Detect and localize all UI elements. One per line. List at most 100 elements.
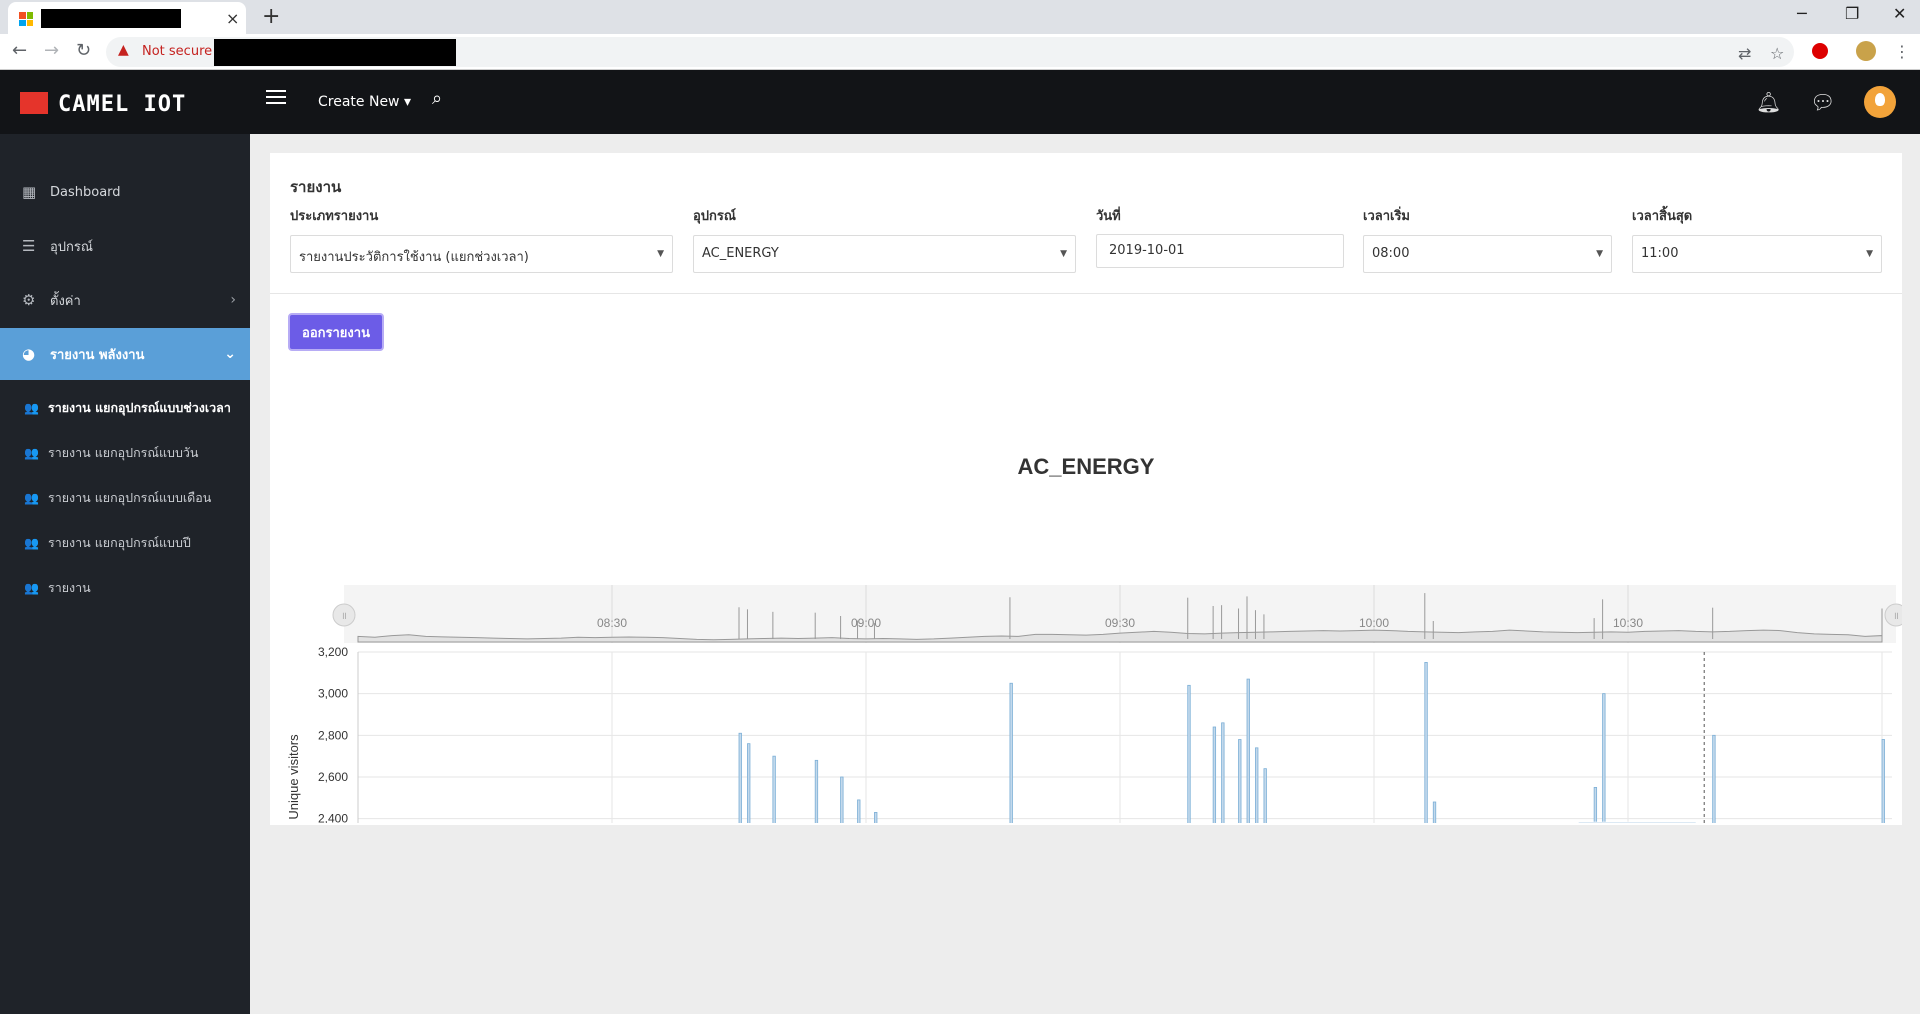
- logo-mark-icon: [20, 92, 48, 114]
- y-tick-label: 3,200: [318, 645, 348, 659]
- user-avatar[interactable]: [1864, 86, 1896, 118]
- extension-icon[interactable]: [1812, 43, 1828, 59]
- series-spike: [1238, 739, 1242, 823]
- sidebar-item-settings[interactable]: ⚙ ตั้งค่า ›: [0, 274, 250, 326]
- sidebar-item-label: อุปกรณ์: [50, 239, 93, 255]
- back-arrow-icon[interactable]: ←: [12, 40, 28, 61]
- address-bar[interactable]: ▲ Not secure ⇄ ☆: [106, 37, 1794, 67]
- navigator-tick-label: 08:30: [597, 616, 627, 630]
- series-spike: [1009, 682, 1013, 823]
- series-spike: [747, 743, 751, 823]
- series-spike: [1187, 684, 1191, 823]
- y-axis-label: Unique visitors: [286, 734, 301, 820]
- page-title: รายงาน: [290, 178, 342, 196]
- url-redacted: [214, 39, 456, 66]
- navigator-right-handle: [1884, 603, 1902, 627]
- report-type-select[interactable]: รายงานประวัติการใช้งาน (แยกช่วงเวลา) ▼: [290, 235, 673, 273]
- security-indicator[interactable]: Not secure: [142, 44, 213, 59]
- sidebar-item-devices[interactable]: ☰ อุปกรณ์: [0, 220, 250, 272]
- reload-icon[interactable]: ↻: [76, 40, 92, 61]
- select-arrow-icon: ▼: [1060, 249, 1067, 259]
- bell-icon[interactable]: 🔔︎: [1756, 90, 1782, 114]
- energy-chart[interactable]: AC_ENERGY08:3009:0009:3010:0010:30॥॥2,00…: [270, 353, 1902, 823]
- grip-icon: ॥: [341, 611, 347, 622]
- app-logo-text[interactable]: CAMEL IOT: [58, 92, 187, 117]
- browser-profile-icon[interactable]: [1856, 41, 1876, 61]
- report-type-label: ประเภทรายงาน: [290, 209, 379, 224]
- chart-title: AC_ENERGY: [1018, 454, 1155, 479]
- series-spike: [1602, 693, 1606, 823]
- series-spike: [1263, 768, 1267, 823]
- browser-tab[interactable]: ×: [8, 2, 246, 34]
- forward-arrow-icon[interactable]: →: [44, 40, 60, 61]
- device-select[interactable]: AC_ENERGY ▼: [693, 235, 1076, 273]
- date-value: 2019-10-01: [1109, 243, 1185, 258]
- users-icon: 👥: [24, 490, 39, 505]
- sidebar-item-energy-report[interactable]: ◕ รายงาน พลังงาน ⌄: [0, 328, 250, 380]
- start-time-select[interactable]: 08:00 ▼: [1363, 235, 1612, 273]
- users-icon: 👥: [24, 580, 39, 595]
- divider: [270, 293, 1902, 294]
- select-arrow-icon: ▼: [1866, 249, 1873, 259]
- navigator-tick-label: 09:30: [1105, 616, 1135, 630]
- series-spike: [840, 776, 844, 823]
- sidebar-subitem-report-by-day[interactable]: 👥 รายงาน แยกอุปกรณ์แบบวัน: [0, 430, 250, 475]
- restore-icon[interactable]: ❐: [1845, 4, 1860, 23]
- tooltip: Visits: 2,315.81: [1577, 821, 1697, 823]
- report-type-value: รายงานประวัติการใช้งาน (แยกช่วงเวลา): [299, 250, 529, 265]
- chevron-down-icon: ▾: [403, 94, 411, 110]
- tab-title-redacted: [41, 9, 181, 28]
- pie-chart-icon: ◕: [22, 345, 36, 363]
- series-spike: [1712, 734, 1716, 823]
- navigator-tick-label: 10:00: [1359, 616, 1389, 630]
- users-icon: 👥: [24, 400, 39, 415]
- series-spike: [1255, 747, 1259, 823]
- sidebar-item-dashboard[interactable]: ▦ Dashboard: [0, 166, 250, 218]
- navigator-tick-label: 10:30: [1613, 616, 1643, 630]
- device-label: อุปกรณ์: [693, 209, 736, 224]
- sidebar: ▦ Dashboard ☰ อุปกรณ์ ⚙ ตั้งค่า › ◕ รายง…: [0, 134, 250, 1014]
- series-spike: [1221, 722, 1225, 823]
- sidebar-subitem-report-by-period[interactable]: 👥 รายงาน แยกอุปกรณ์แบบช่วงเวลา: [0, 385, 250, 430]
- sidebar-subitem-report-by-year[interactable]: 👥 รายงาน แยกอุปกรณ์แบบปี: [0, 520, 250, 565]
- end-time-label: เวลาสิ้นสุด: [1632, 209, 1693, 224]
- sidebar-subitem-label: รายงาน แยกอุปกรณ์แบบวัน: [48, 444, 199, 460]
- start-time-label: เวลาเริ่ม: [1363, 209, 1411, 224]
- end-time-select[interactable]: 11:00 ▼: [1632, 235, 1882, 273]
- new-tab-button[interactable]: +: [262, 4, 281, 29]
- chat-icon[interactable]: 💬︎: [1810, 90, 1836, 114]
- sidebar-subitem-report-by-month[interactable]: 👥 รายงาน แยกอุปกรณ์แบบเดือน: [0, 475, 250, 520]
- top-navbar: Create New ▾ ⌕ 🔔︎ 💬︎: [250, 70, 1920, 134]
- series-spike: [1881, 739, 1885, 823]
- series-spike: [874, 812, 878, 823]
- navigator-left-handle: [332, 603, 356, 627]
- sidebar-subitem-label: รายงาน แยกอุปกรณ์แบบช่วงเวลา: [48, 399, 231, 415]
- select-arrow-icon: ▼: [1596, 249, 1603, 259]
- create-new-dropdown[interactable]: Create New ▾: [318, 94, 411, 110]
- y-tick-label: 2,600: [318, 770, 348, 784]
- export-report-button[interactable]: ออกรายงาน: [288, 313, 384, 351]
- browser-menu-icon[interactable]: ⋮: [1894, 42, 1910, 61]
- window-close-icon[interactable]: ✕: [1893, 4, 1907, 23]
- warning-icon: ▲: [118, 42, 129, 58]
- navigator-area: [357, 629, 1883, 643]
- minimize-icon[interactable]: ─: [1797, 4, 1807, 23]
- hamburger-icon[interactable]: [266, 90, 286, 104]
- chart-svg[interactable]: AC_ENERGY08:3009:0009:3010:0010:30॥॥2,00…: [270, 353, 1902, 823]
- date-input[interactable]: 2019-10-01: [1096, 234, 1344, 268]
- bookmark-star-icon[interactable]: ☆: [1770, 44, 1785, 63]
- tab-close-icon[interactable]: ×: [226, 9, 240, 28]
- chevron-down-icon: ⌄: [224, 346, 236, 362]
- series-spike: [1424, 662, 1428, 823]
- sidebar-subitem-label: รายงาน แยกอุปกรณ์แบบปี: [48, 534, 191, 550]
- grip-icon: ॥: [1893, 611, 1899, 622]
- sidebar-subitem-report[interactable]: 👥 รายงาน: [0, 565, 250, 610]
- tooltip-box: [1577, 821, 1697, 823]
- y-tick-label: 2,800: [318, 728, 348, 742]
- device-value: AC_ENERGY: [702, 246, 779, 261]
- search-icon[interactable]: ⌕: [432, 88, 443, 109]
- series-spike: [772, 755, 776, 823]
- translate-icon[interactable]: ⇄: [1738, 44, 1752, 63]
- series-spike: [1432, 801, 1437, 823]
- database-icon: ☰: [22, 237, 36, 255]
